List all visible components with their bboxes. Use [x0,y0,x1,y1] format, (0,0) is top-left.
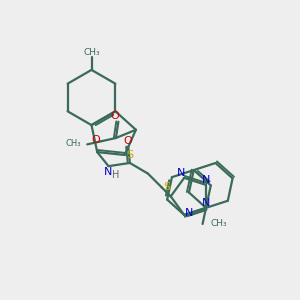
Text: CH₃: CH₃ [83,48,100,57]
Text: N: N [202,198,210,208]
Text: N: N [202,175,210,184]
Text: CH₃: CH₃ [210,220,227,229]
Text: H: H [112,170,120,180]
Text: CH₃: CH₃ [66,139,81,148]
Text: N: N [104,167,113,177]
Text: N: N [184,208,193,218]
Text: S: S [164,182,171,192]
Text: N: N [176,168,185,178]
Text: O: O [124,136,133,146]
Text: O: O [92,135,100,145]
Text: S: S [127,150,134,160]
Text: O: O [110,111,119,121]
